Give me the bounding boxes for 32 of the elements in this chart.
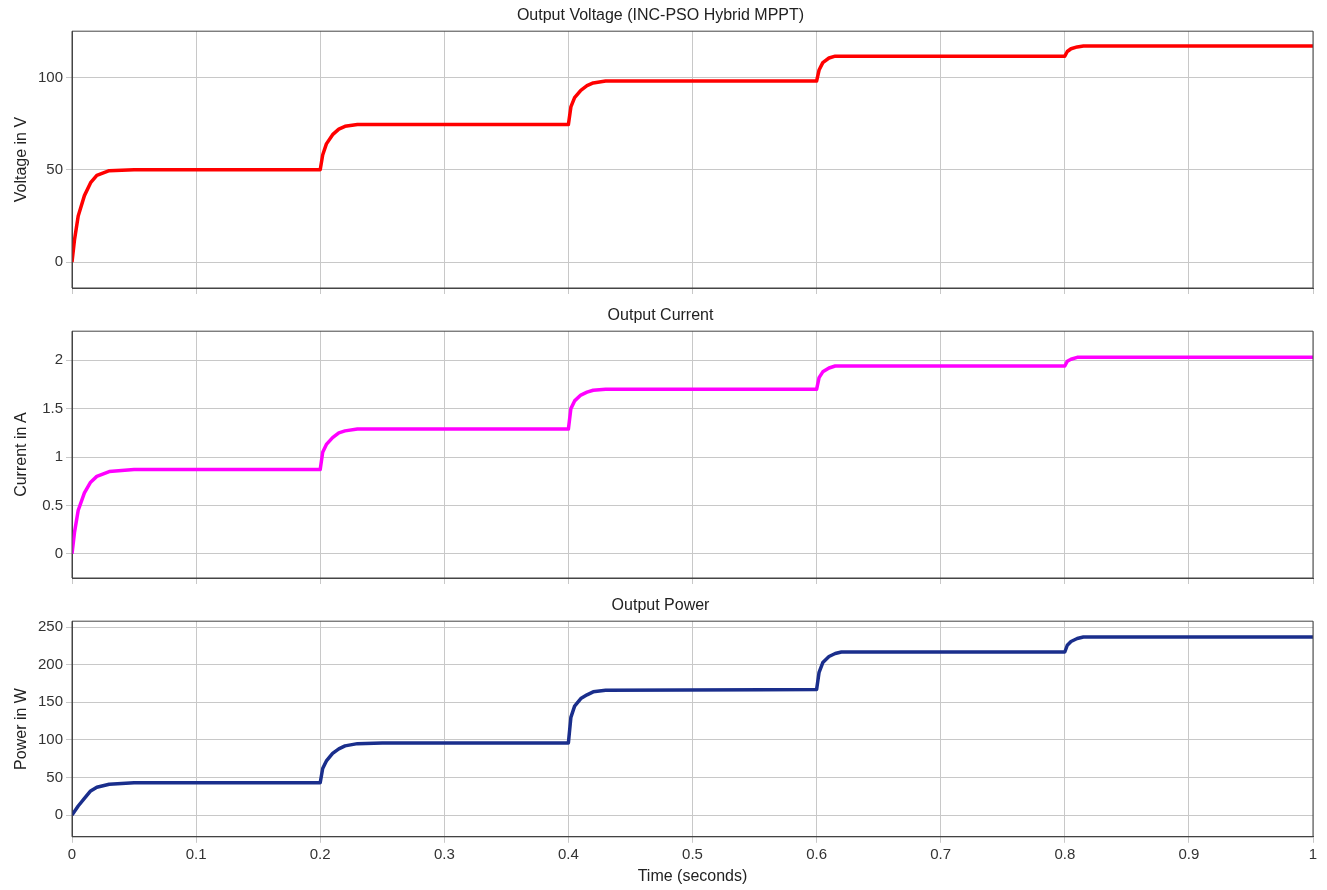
- x-tick-label: 0.5: [682, 844, 703, 862]
- y-tick-label: 50: [46, 767, 63, 785]
- y-tick-label: 0.5: [42, 495, 63, 513]
- y-tick-label: 0: [54, 543, 63, 561]
- y-axis-title: Voltage in V: [12, 116, 30, 203]
- y-tick-label: 0: [54, 805, 63, 823]
- y-tick-label: 1.5: [42, 398, 63, 416]
- y-tick-label: 100: [37, 730, 63, 748]
- x-tick-label: 1: [1308, 844, 1318, 862]
- x-tick-label: 0.2: [309, 844, 331, 862]
- x-tick-label: 0.7: [930, 844, 952, 862]
- y-tick-label: 150: [37, 692, 63, 710]
- y-axis-title: Power in W: [12, 687, 30, 770]
- chart-title: Output Voltage (INC-PSO Hybrid MPPT): [516, 6, 805, 24]
- y-tick-label: 1: [54, 447, 63, 465]
- x-tick-label: 0.6: [806, 844, 828, 862]
- x-tick-label: 0.9: [1178, 844, 1200, 862]
- x-tick-label: 0.8: [1054, 844, 1076, 862]
- x-tick-label: 0.4: [557, 844, 579, 862]
- chart-title: Output Power: [611, 596, 711, 614]
- y-axis-title: Current in A: [12, 412, 30, 497]
- y-tick-label: 2: [54, 350, 63, 368]
- y-tick-label: 200: [37, 654, 63, 672]
- x-tick-label: 0: [67, 844, 77, 862]
- y-tick-label: 100: [37, 67, 63, 85]
- y-tick-label: 250: [37, 617, 63, 635]
- y-tick-label: 50: [46, 159, 63, 177]
- x-tick-label: 0.1: [185, 844, 207, 862]
- y-tick-label: 0: [54, 252, 63, 270]
- chart-title: Output Current: [607, 306, 714, 324]
- x-axis-title: Time (seconds): [637, 866, 748, 884]
- x-tick-label: 0.3: [433, 844, 455, 862]
